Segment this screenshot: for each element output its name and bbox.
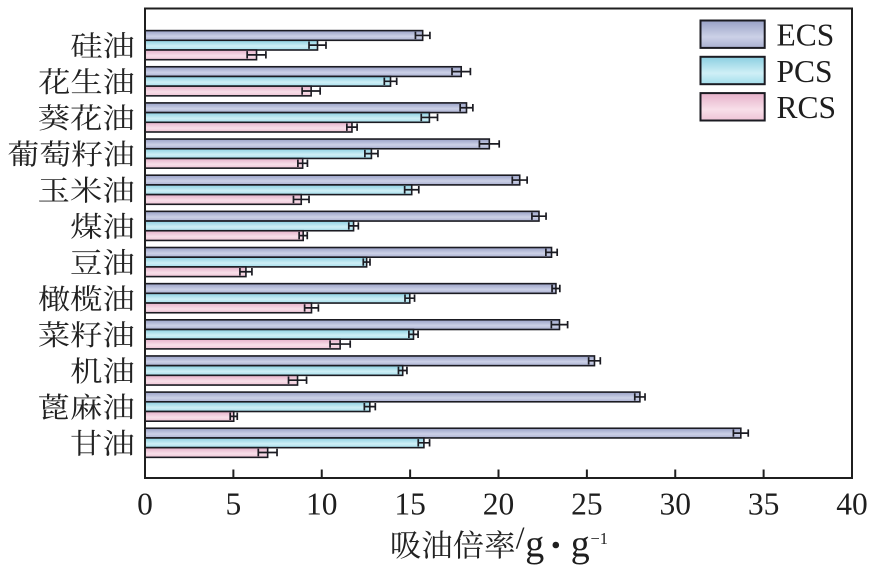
svg-text:g: g — [525, 524, 544, 566]
svg-text:/: / — [516, 520, 525, 555]
svg-text:10: 10 — [306, 487, 338, 522]
svg-text:0: 0 — [137, 487, 153, 522]
svg-text:5: 5 — [226, 487, 242, 522]
svg-text:g: g — [571, 524, 590, 566]
svg-text:15: 15 — [394, 487, 426, 522]
svg-text:25: 25 — [571, 487, 603, 522]
svg-text:35: 35 — [748, 487, 780, 522]
svg-text:20: 20 — [483, 487, 515, 522]
svg-text:PCS: PCS — [777, 54, 833, 89]
svg-text:−1: −1 — [591, 529, 609, 548]
svg-text:40: 40 — [836, 487, 868, 522]
svg-text:RCS: RCS — [777, 90, 837, 125]
svg-text:30: 30 — [659, 487, 691, 522]
svg-text:ECS: ECS — [777, 18, 835, 53]
